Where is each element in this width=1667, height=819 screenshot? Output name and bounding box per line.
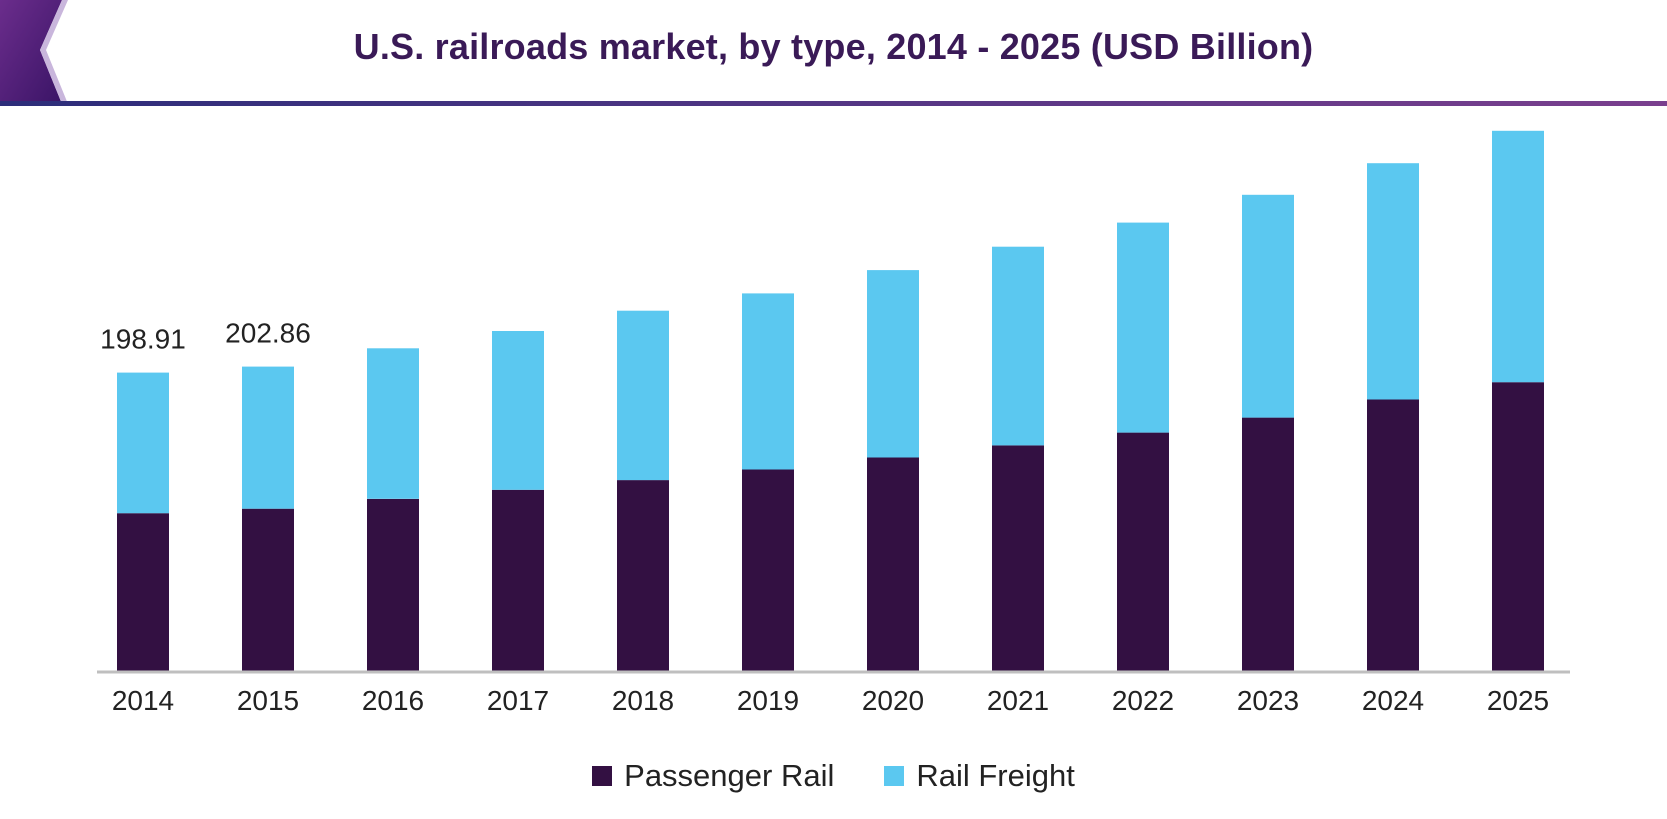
x-tick-label-2018: 2018 xyxy=(612,685,674,716)
bar-passenger-rail-2019 xyxy=(742,469,794,672)
bar-rail-freight-2018 xyxy=(617,310,669,481)
bar-rail-freight-2021 xyxy=(992,246,1044,446)
header-logo-decoration xyxy=(0,0,1667,106)
bar-rail-freight-2025 xyxy=(1492,130,1544,383)
bar-rail-freight-2024 xyxy=(1367,163,1419,400)
bar-passenger-rail-2014 xyxy=(117,513,169,672)
x-tick-label-2019: 2019 xyxy=(737,685,799,716)
bar-rail-freight-2023 xyxy=(1242,194,1294,418)
x-tick-label-2017: 2017 xyxy=(487,685,549,716)
x-tick-label-2014: 2014 xyxy=(112,685,174,716)
bar-passenger-rail-2024 xyxy=(1367,399,1419,672)
bars-layer xyxy=(117,130,1544,672)
bar-passenger-rail-2025 xyxy=(1492,382,1544,672)
legend-label-rail-freight: Rail Freight xyxy=(916,758,1075,793)
data-labels: 198.91 202.86 xyxy=(100,318,311,355)
legend-label-passenger-rail: Passenger Rail xyxy=(624,758,835,793)
x-tick-labels: 2014 2015 2016 2017 2018 2019 2020 2021 2022 2023… xyxy=(112,685,1549,716)
legend-swatch-rail-freight xyxy=(884,766,905,786)
bar-passenger-rail-2018 xyxy=(617,480,669,672)
bar-rail-freight-2014 xyxy=(117,372,169,514)
x-tick-label-2016: 2016 xyxy=(362,685,424,716)
legend-item-rail-freight: Rail Freight xyxy=(884,758,1075,794)
legend-swatch-passenger-rail xyxy=(592,766,613,786)
bar-passenger-rail-2022 xyxy=(1117,432,1169,672)
bar-rail-freight-2019 xyxy=(742,293,794,470)
legend-item-passenger-rail: Passenger Rail xyxy=(592,758,834,794)
bar-passenger-rail-2016 xyxy=(367,498,419,672)
bar-rail-freight-2020 xyxy=(867,270,919,458)
x-tick-label-2025: 2025 xyxy=(1487,685,1549,716)
data-label-2014: 198.91 xyxy=(100,324,186,355)
bar-passenger-rail-2020 xyxy=(867,457,919,672)
x-tick-label-2023: 2023 xyxy=(1237,685,1299,716)
x-tick-label-2015: 2015 xyxy=(237,685,299,716)
x-tick-label-2020: 2020 xyxy=(862,685,924,716)
bar-rail-freight-2017 xyxy=(492,331,544,490)
bar-rail-freight-2022 xyxy=(1117,222,1169,433)
x-tick-label-2024: 2024 xyxy=(1362,685,1424,716)
bar-passenger-rail-2017 xyxy=(492,489,544,672)
bar-passenger-rail-2015 xyxy=(242,508,294,672)
data-label-2015: 202.86 xyxy=(225,318,311,349)
bar-passenger-rail-2021 xyxy=(992,445,1044,672)
chart-title: U.S. railroads market, by type, 2014 - 2… xyxy=(353,26,1314,67)
x-tick-label-2021: 2021 xyxy=(987,685,1049,716)
bar-rail-freight-2016 xyxy=(367,348,419,499)
legend: Passenger Rail Rail Freight xyxy=(0,758,1667,794)
bar-passenger-rail-2023 xyxy=(1242,417,1294,672)
bar-rail-freight-2015 xyxy=(242,366,294,509)
chart-header: U.S. railroads market, by type, 2014 - 2… xyxy=(0,0,1667,110)
x-tick-label-2022: 2022 xyxy=(1112,685,1174,716)
